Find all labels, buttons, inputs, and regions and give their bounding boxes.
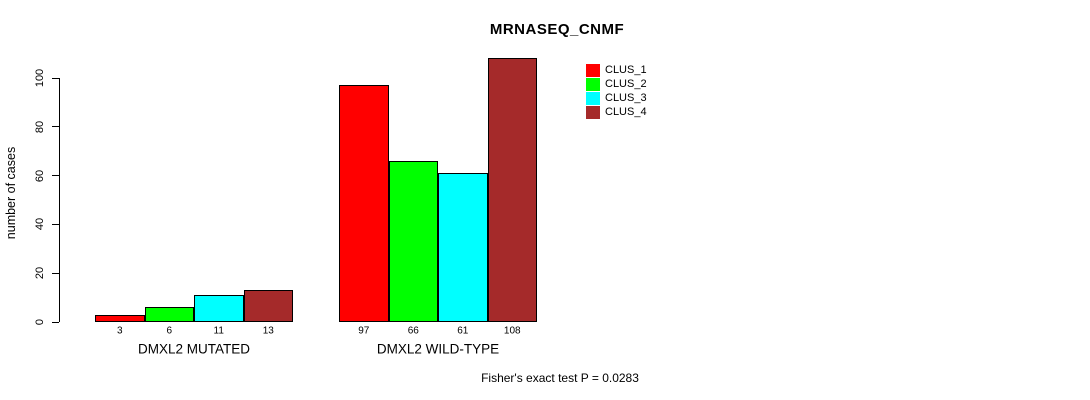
bar bbox=[243, 290, 293, 322]
y-tick-label: 80 bbox=[34, 120, 46, 133]
x-axis-group-label: DMXL2 WILD-TYPE bbox=[376, 341, 500, 357]
bar-value-label: 3 bbox=[116, 325, 123, 337]
y-axis-title: number of cases bbox=[4, 146, 18, 240]
bar bbox=[388, 160, 438, 322]
x-axis-group-label: DMXL2 MUTATED bbox=[137, 341, 251, 357]
y-axis-line bbox=[59, 78, 60, 322]
bar bbox=[144, 307, 194, 322]
y-tick-label: 100 bbox=[34, 68, 46, 88]
legend-swatch bbox=[586, 105, 600, 119]
bar bbox=[339, 85, 389, 322]
bar-value-label: 108 bbox=[503, 325, 521, 337]
y-tick-mark bbox=[52, 175, 59, 177]
y-tick-label: 60 bbox=[34, 169, 46, 182]
bar bbox=[194, 295, 244, 322]
bar-value-label: 66 bbox=[407, 325, 419, 337]
y-tick-mark bbox=[52, 77, 59, 79]
bar-value-label: 97 bbox=[358, 325, 370, 337]
legend-swatch bbox=[586, 91, 600, 105]
legend-label: CLUS_4 bbox=[605, 106, 647, 118]
y-tick-label: 0 bbox=[34, 318, 46, 326]
y-tick-mark bbox=[52, 223, 59, 225]
y-tick-mark bbox=[52, 321, 59, 323]
y-tick-label: 20 bbox=[34, 267, 46, 280]
bar-value-label: 11 bbox=[213, 325, 224, 337]
bar-value-label: 61 bbox=[457, 325, 469, 337]
legend-swatch bbox=[586, 63, 600, 77]
bar-value-label: 6 bbox=[166, 325, 173, 337]
legend-label: CLUS_1 bbox=[605, 64, 647, 76]
footer-stat-text: Fisher's exact test P = 0.0283 bbox=[481, 371, 639, 385]
bar bbox=[95, 314, 145, 322]
bar-value-label: 13 bbox=[262, 325, 274, 337]
y-tick-mark bbox=[52, 272, 59, 274]
bar bbox=[438, 173, 488, 322]
bar bbox=[487, 58, 537, 322]
y-tick-label: 40 bbox=[34, 218, 46, 231]
legend-swatch bbox=[586, 77, 600, 91]
y-tick-mark bbox=[52, 126, 59, 128]
legend-label: CLUS_3 bbox=[605, 92, 647, 104]
chart-title: MRNASEQ_CNMF bbox=[489, 21, 625, 38]
legend-label: CLUS_2 bbox=[605, 78, 647, 90]
